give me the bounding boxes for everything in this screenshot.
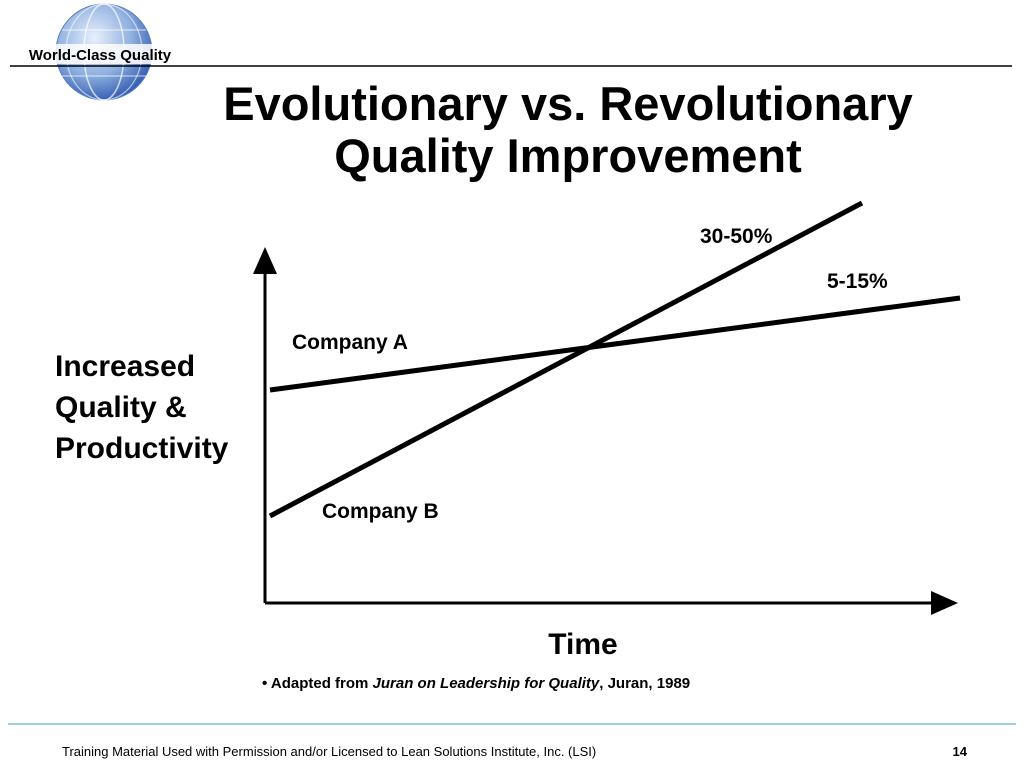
y-axis-label: Increased	[55, 350, 195, 383]
source-book: Juran on Leadership for Quality	[373, 675, 600, 692]
x-axis-label: Time	[548, 628, 617, 661]
line-label: Company B	[322, 500, 439, 523]
source-prefix: • Adapted from	[262, 675, 373, 692]
rate-label: 5-15%	[827, 270, 888, 293]
brand: World-Class Quality	[29, 47, 172, 64]
company-b-line	[268, 200, 864, 519]
company-a-line	[269, 295, 961, 393]
source-note: • Adapted from Juran on Leadership for Q…	[262, 675, 690, 692]
brand-backdrop	[14, 44, 186, 64]
y-axis-label: Productivity	[55, 432, 229, 465]
title-line: Quality Improvement	[334, 129, 802, 182]
footer-text: Training Material Used with Permission a…	[62, 744, 596, 759]
page-number: 14	[953, 744, 968, 759]
rate-label: 30-50%	[700, 225, 773, 248]
line-label: Company A	[292, 331, 408, 354]
source-suffix: , Juran, 1989	[599, 675, 690, 692]
title-line: Evolutionary vs. Revolutionary	[223, 77, 913, 130]
y-axis-label: Quality &	[55, 391, 187, 424]
